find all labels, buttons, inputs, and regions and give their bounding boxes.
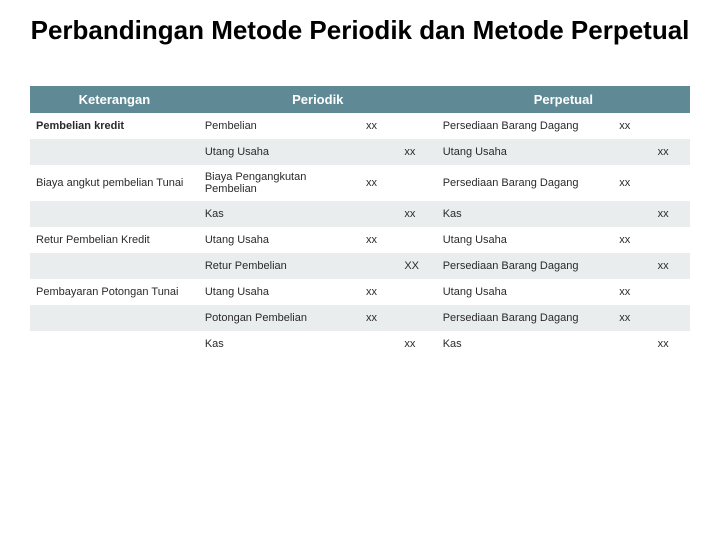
cell-perpetual-debit bbox=[613, 331, 651, 357]
cell-periodik-account: Kas bbox=[199, 201, 360, 227]
cell-periodik-account: Utang Usaha bbox=[199, 279, 360, 305]
cell-keterangan: Retur Pembelian Kredit bbox=[30, 227, 199, 253]
table-row: Biaya angkut pembelian TunaiBiaya Pengan… bbox=[30, 165, 690, 201]
cell-periodik-debit bbox=[360, 331, 398, 357]
cell-perpetual-debit bbox=[613, 201, 651, 227]
cell-keterangan bbox=[30, 331, 199, 357]
table-row: KasxxKasxx bbox=[30, 331, 690, 357]
cell-perpetual-credit bbox=[652, 279, 690, 305]
cell-periodik-debit: xx bbox=[360, 113, 398, 139]
cell-keterangan: Pembayaran Potongan Tunai bbox=[30, 279, 199, 305]
header-perpetual: Perpetual bbox=[437, 86, 690, 113]
cell-perpetual-credit: xx bbox=[652, 201, 690, 227]
cell-keterangan: Pembelian kredit bbox=[30, 113, 199, 139]
cell-periodik-credit: xx bbox=[398, 201, 436, 227]
cell-perpetual-debit: xx bbox=[613, 305, 651, 331]
table-body: Pembelian kreditPembelianxxPersediaan Ba… bbox=[30, 113, 690, 357]
cell-perpetual-account: Persediaan Barang Dagang bbox=[437, 305, 614, 331]
cell-periodik-account: Retur Pembelian bbox=[199, 253, 360, 279]
cell-keterangan bbox=[30, 139, 199, 165]
cell-perpetual-debit: xx bbox=[613, 165, 651, 201]
header-keterangan: Keterangan bbox=[30, 86, 199, 113]
table-row: Potongan PembelianxxPersediaan Barang Da… bbox=[30, 305, 690, 331]
cell-periodik-account: Utang Usaha bbox=[199, 139, 360, 165]
cell-perpetual-account: Utang Usaha bbox=[437, 279, 614, 305]
cell-periodik-credit bbox=[398, 279, 436, 305]
table-row: Retur Pembelian KreditUtang UsahaxxUtang… bbox=[30, 227, 690, 253]
cell-periodik-debit: xx bbox=[360, 165, 398, 201]
table-row: Retur Pembelian XXPersediaan Barang Dagan… bbox=[30, 253, 690, 279]
header-periodik: Periodik bbox=[199, 86, 437, 113]
cell-perpetual-credit bbox=[652, 305, 690, 331]
table-row: Pembayaran Potongan TunaiUtang UsahaxxUt… bbox=[30, 279, 690, 305]
cell-periodik-account: Potongan Pembelian bbox=[199, 305, 360, 331]
cell-keterangan bbox=[30, 201, 199, 227]
cell-perpetual-credit: xx bbox=[652, 139, 690, 165]
table-row: Utang UsahaxxUtang Usahaxx bbox=[30, 139, 690, 165]
cell-periodik-credit: xx bbox=[398, 139, 436, 165]
cell-periodik-credit bbox=[398, 227, 436, 253]
cell-perpetual-credit: xx bbox=[652, 331, 690, 357]
cell-periodik-credit: xx bbox=[398, 331, 436, 357]
cell-periodik-credit: XX bbox=[398, 253, 436, 279]
cell-perpetual-account: Kas bbox=[437, 201, 614, 227]
cell-perpetual-credit bbox=[652, 227, 690, 253]
cell-periodik-account: Pembelian bbox=[199, 113, 360, 139]
cell-periodik-debit bbox=[360, 253, 398, 279]
cell-perpetual-credit bbox=[652, 113, 690, 139]
cell-perpetual-debit: xx bbox=[613, 227, 651, 253]
cell-periodik-debit: xx bbox=[360, 279, 398, 305]
cell-periodik-debit: xx bbox=[360, 305, 398, 331]
cell-periodik-debit bbox=[360, 139, 398, 165]
cell-periodik-account: Utang Usaha bbox=[199, 227, 360, 253]
cell-periodik-debit bbox=[360, 201, 398, 227]
table-row: Pembelian kreditPembelianxxPersediaan Ba… bbox=[30, 113, 690, 139]
cell-perpetual-credit bbox=[652, 165, 690, 201]
cell-perpetual-debit: xx bbox=[613, 279, 651, 305]
cell-periodik-account: Kas bbox=[199, 331, 360, 357]
cell-perpetual-account: Persediaan Barang Dagang bbox=[437, 253, 614, 279]
cell-periodik-account: Biaya Pengangkutan Pembelian bbox=[199, 165, 360, 201]
cell-perpetual-account: Utang Usaha bbox=[437, 139, 614, 165]
cell-perpetual-debit bbox=[613, 253, 651, 279]
cell-periodik-credit bbox=[398, 305, 436, 331]
cell-perpetual-debit: xx bbox=[613, 113, 651, 139]
cell-perpetual-account: Utang Usaha bbox=[437, 227, 614, 253]
cell-perpetual-credit: xx bbox=[652, 253, 690, 279]
cell-perpetual-account: Persediaan Barang Dagang bbox=[437, 113, 614, 139]
table-row: KasxxKasxx bbox=[30, 201, 690, 227]
cell-keterangan bbox=[30, 253, 199, 279]
cell-periodik-debit: xx bbox=[360, 227, 398, 253]
cell-periodik-credit bbox=[398, 113, 436, 139]
cell-periodik-credit bbox=[398, 165, 436, 201]
cell-keterangan bbox=[30, 305, 199, 331]
table-header-row: Keterangan Periodik Perpetual bbox=[30, 86, 690, 113]
comparison-table: Keterangan Periodik Perpetual Pembelian … bbox=[30, 86, 690, 357]
cell-perpetual-account: Kas bbox=[437, 331, 614, 357]
cell-perpetual-debit bbox=[613, 139, 651, 165]
cell-perpetual-account: Persediaan Barang Dagang bbox=[437, 165, 614, 201]
cell-keterangan: Biaya angkut pembelian Tunai bbox=[30, 165, 199, 201]
page-title: Perbandingan Metode Periodik dan Metode … bbox=[30, 15, 690, 46]
